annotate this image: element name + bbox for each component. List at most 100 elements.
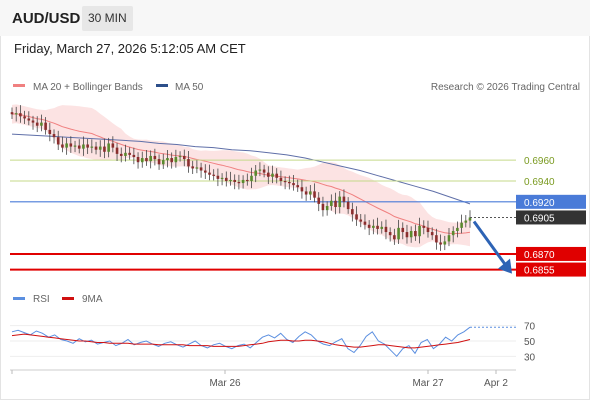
- candle-body: [468, 217, 472, 221]
- chart-datetime: Friday, March 27, 2026 5:12:05 AM CET: [14, 41, 246, 56]
- candle-body: [23, 116, 26, 119]
- ma50-legend-swatch: [156, 84, 168, 87]
- candle-body: [149, 155, 152, 162]
- ma20-legend-swatch: [13, 84, 25, 87]
- candle-body: [98, 146, 102, 150]
- candle-body: [14, 113, 18, 115]
- candle-body: [254, 170, 258, 176]
- candle-body: [19, 113, 22, 117]
- candle-body: [77, 145, 81, 149]
- candle-body: [103, 146, 106, 152]
- candle-body: [220, 177, 224, 180]
- candle-body: [237, 182, 241, 184]
- candle-body: [241, 179, 245, 184]
- candle-body: [372, 225, 375, 228]
- candle-body: [460, 222, 463, 228]
- candle-body: [69, 143, 73, 147]
- candle-body: [304, 191, 308, 195]
- candle-body: [426, 227, 430, 233]
- candle-body: [309, 191, 312, 195]
- candle-body: [435, 235, 438, 243]
- candle-body: [388, 232, 392, 236]
- candle-body: [229, 179, 232, 182]
- candle-body: [161, 160, 165, 165]
- ma50-legend-label: MA 50: [175, 82, 204, 93]
- candle-body: [430, 232, 434, 236]
- candle-body: [363, 221, 367, 225]
- x-tick-label: Apr 2: [484, 378, 508, 389]
- resistance-label: 0.6960: [524, 156, 555, 167]
- candle-body: [451, 231, 455, 236]
- candle-body: [422, 225, 426, 228]
- candle-body: [397, 227, 400, 240]
- candle-body: [288, 182, 291, 184]
- current-price-tag: [516, 210, 586, 225]
- candle-body: [313, 191, 316, 198]
- candle-body: [342, 196, 346, 202]
- candle-body: [195, 167, 199, 169]
- candle-body: [271, 173, 274, 177]
- candle-body: [65, 143, 68, 148]
- candle-body: [317, 197, 321, 204]
- forecast-arrow-shaft: [472, 220, 508, 267]
- candle-body: [334, 200, 337, 208]
- candle-body: [380, 226, 384, 229]
- candle-body: [10, 112, 14, 115]
- candle-body: [128, 152, 131, 155]
- ma20-line: [11, 113, 471, 235]
- support-tag: [516, 262, 586, 277]
- forecast-arrow-head: [498, 258, 512, 274]
- pivot-label: 0.6920: [524, 198, 555, 209]
- candle-body: [187, 159, 190, 167]
- candle-body: [119, 153, 123, 156]
- candle-body: [191, 166, 194, 169]
- chart-header: AUD/USD 30 MIN: [0, 0, 590, 36]
- candle-body: [56, 137, 60, 145]
- rsi-plot: 70 50 30: [10, 322, 536, 363]
- timeframe-button[interactable]: 30 MIN: [82, 6, 133, 31]
- rsi-legend-label: RSI: [33, 294, 50, 305]
- candle-body: [48, 129, 52, 135]
- rsi-tick-label: 30: [524, 352, 536, 363]
- candle-body: [40, 122, 43, 126]
- candle-body: [456, 227, 459, 232]
- candle-body: [31, 120, 35, 123]
- rsi-tick-label: 50: [524, 337, 536, 348]
- candle-body: [300, 187, 304, 192]
- candle-body: [61, 144, 64, 148]
- candle-body: [182, 155, 186, 160]
- candle-body: [115, 147, 119, 154]
- candle-body: [224, 177, 228, 181]
- candle-body: [35, 122, 39, 126]
- candle-body: [267, 172, 270, 177]
- candle-body: [199, 167, 203, 171]
- research-credit: Research © 2026 Trading Central: [431, 82, 580, 93]
- current-price-label: 0.6905: [524, 213, 555, 224]
- candle-body: [384, 226, 388, 233]
- candle-body: [73, 145, 77, 147]
- candle-body: [376, 225, 379, 229]
- candle-body: [258, 169, 262, 171]
- candle-body: [418, 225, 421, 237]
- pair-symbol: AUD/USD: [12, 10, 81, 27]
- x-tick-label: Mar 26: [209, 378, 241, 389]
- candle-body: [27, 118, 31, 121]
- candle-body: [153, 155, 157, 160]
- candle-body: [351, 209, 354, 215]
- candle-body: [203, 170, 207, 173]
- candle-body: [212, 174, 215, 176]
- price-plot: 0.6960 0.6940 0.6920 0.6870 0.6855 0.6905: [10, 104, 586, 277]
- candle-body: [136, 156, 140, 163]
- candle-body: [208, 172, 211, 175]
- support-label: 0.6855: [524, 266, 555, 277]
- candle-body: [401, 227, 405, 233]
- candle-body: [132, 154, 136, 157]
- bollinger-band: [12, 104, 470, 248]
- rsi-ma-line: [11, 333, 471, 349]
- candle-body: [216, 175, 220, 179]
- candle-body: [233, 179, 236, 183]
- candle-body: [90, 146, 94, 148]
- candle-body: [157, 159, 161, 165]
- candle-body: [275, 173, 279, 178]
